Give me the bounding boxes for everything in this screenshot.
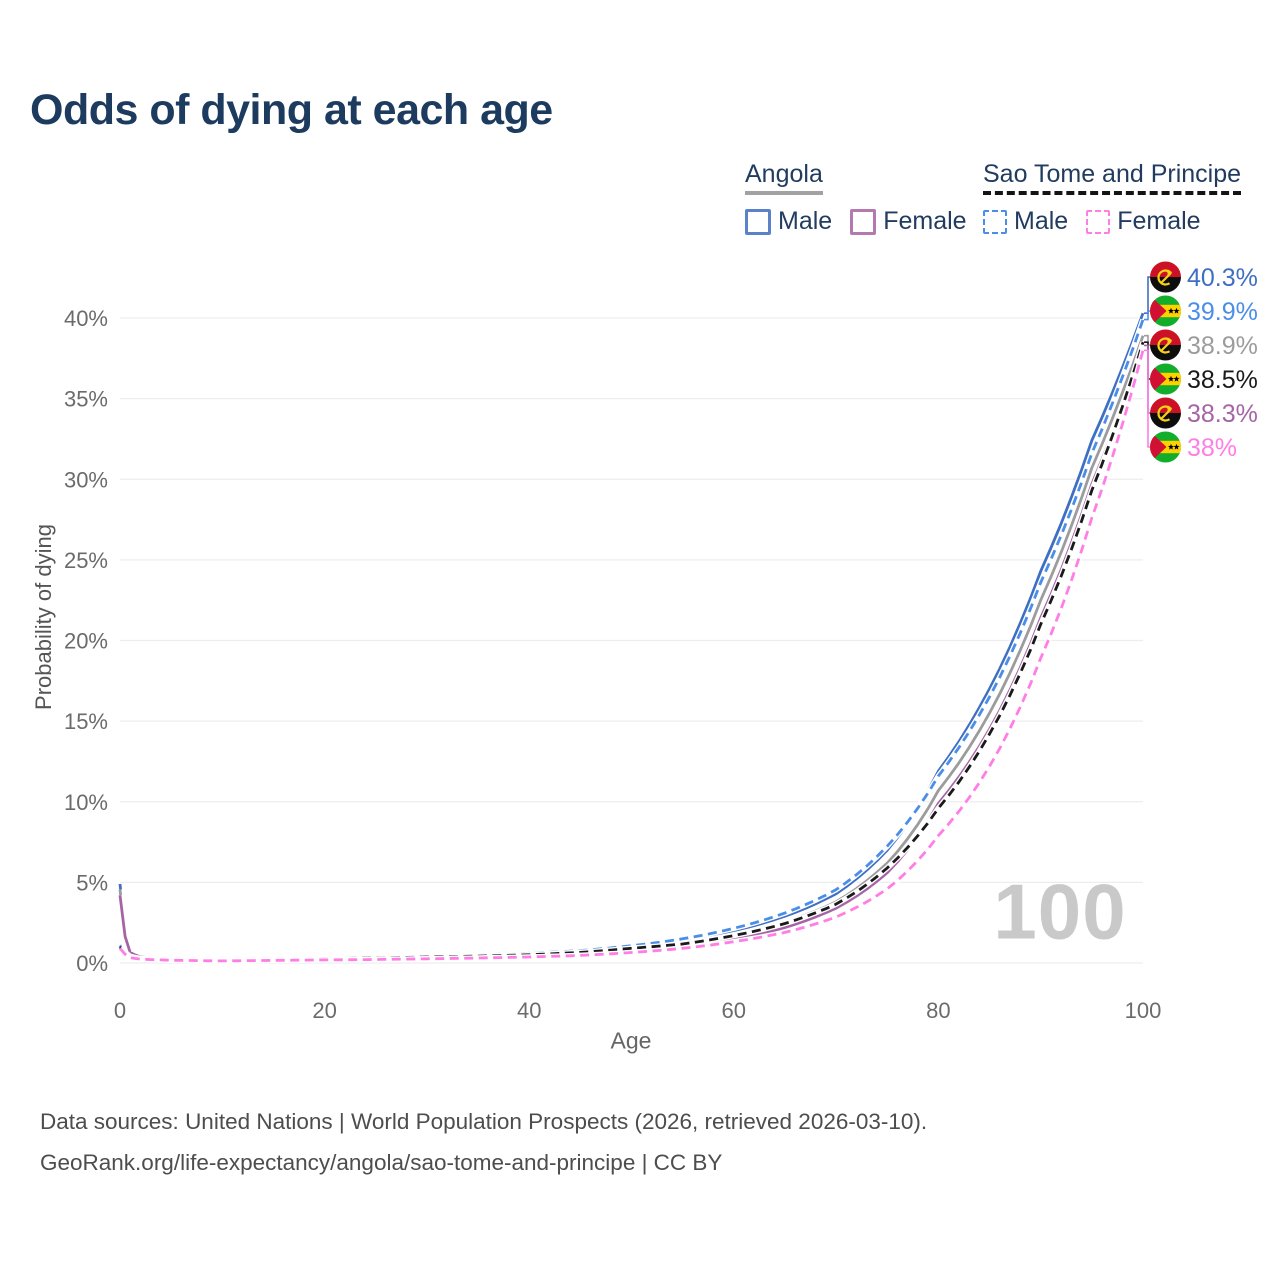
end-label-value-sao-tome-and-principe-both-sexes: 38.5% <box>1187 366 1258 394</box>
age-watermark: 100 <box>993 867 1127 956</box>
y-tick-10: 10% <box>64 790 108 815</box>
legend-row-angola: Male Female <box>745 207 967 236</box>
y-tick-25: 25% <box>64 548 108 573</box>
x-tick-20: 20 <box>312 998 336 1023</box>
legend-item-angola-female: Female <box>850 207 967 236</box>
legend-checkbox-angola-male[interactable] <box>745 208 771 235</box>
footer-attribution: GeoRank.org/life-expectancy/angola/sao-t… <box>40 1149 723 1175</box>
y-axis-label: Probability of dying <box>31 524 56 710</box>
legend-label-sao-tome-male: Male <box>1014 207 1069 235</box>
legend-label-angola-male: Male <box>778 207 833 235</box>
footer-data-sources: Data sources: United Nations | World Pop… <box>40 1109 928 1134</box>
series-line-sao-tome-and-principe-female[interactable] <box>118 349 1145 963</box>
legend-item-sao-tome-male: Male <box>983 207 1068 236</box>
x-tick-100: 100 <box>1125 998 1162 1023</box>
legend-group-angola: Angola Male Female <box>745 160 967 236</box>
flag-icon-angola <box>1150 397 1181 429</box>
y-tick-35: 35% <box>64 387 108 412</box>
series-halo-angola-both-sexes <box>117 334 1146 964</box>
x-tick-40: 40 <box>517 998 541 1023</box>
flag-icon-sao-tome-and-principe <box>1150 431 1181 463</box>
series-halo-sao-tome-and-principe-female <box>117 349 1146 964</box>
end-label-value-angola-both-sexes: 38.9% <box>1187 332 1258 360</box>
y-tick-40: 40% <box>64 306 108 331</box>
legend-country-angola[interactable]: Angola <box>745 160 823 195</box>
series-line-sao-tome-and-principe-both-sexes[interactable] <box>118 341 1145 962</box>
y-tick-0: 0% <box>76 951 108 976</box>
legend-item-angola-male: Male <box>745 207 832 236</box>
footer: Data sources: United Nations | World Pop… <box>40 1102 1240 1183</box>
end-label-value-angola-female: 38.3% <box>1187 400 1258 428</box>
y-tick-30: 30% <box>64 467 108 492</box>
flag-icon-angola <box>1150 261 1181 293</box>
legend-checkbox-sao-tome-female[interactable] <box>1086 209 1111 234</box>
x-tick-80: 80 <box>926 998 950 1023</box>
series-line-angola-both-sexes[interactable] <box>118 335 1145 962</box>
series-halo-sao-tome-and-principe-both-sexes <box>117 341 1146 964</box>
series-halo-angola-female <box>117 344 1146 964</box>
flag-icon-sao-tome-and-principe <box>1150 295 1181 327</box>
legend-label-sao-tome-female: Female <box>1117 207 1201 235</box>
y-tick-15: 15% <box>64 709 108 734</box>
y-tick-20: 20% <box>64 629 108 654</box>
series-halo-angola-male <box>117 312 1146 964</box>
legend-item-sao-tome-female: Female <box>1086 207 1201 236</box>
x-tick-0: 0 <box>114 998 126 1023</box>
legend-row-sao-tome: Male Female <box>983 207 1241 236</box>
legend-label-angola-female: Female <box>883 207 967 235</box>
legend-group-sao-tome: Sao Tome and Principe Male Female <box>983 160 1242 236</box>
series-line-angola-male[interactable] <box>118 312 1145 962</box>
end-label-value-sao-tome-and-principe-male: 39.9% <box>1187 298 1258 326</box>
legend-checkbox-sao-tome-male[interactable] <box>983 209 1007 234</box>
legend-country-sao-tome[interactable]: Sao Tome and Principe <box>983 160 1242 195</box>
flag-icon-sao-tome-and-principe <box>1150 363 1181 395</box>
end-label-value-sao-tome-and-principe-female: 38% <box>1187 434 1237 462</box>
y-tick-5: 5% <box>76 870 108 895</box>
x-axis-label: Age <box>610 1027 652 1054</box>
end-label-value-angola-male: 40.3% <box>1187 264 1258 292</box>
page-title: Odds of dying at each age <box>30 86 553 134</box>
flag-icon-angola <box>1150 329 1181 361</box>
end-label-connector-sao-tome-and-principe-female <box>1144 349 1153 448</box>
legend-checkbox-angola-female[interactable] <box>850 208 877 235</box>
x-tick-60: 60 <box>722 998 746 1023</box>
series-line-angola-female[interactable] <box>118 344 1145 962</box>
